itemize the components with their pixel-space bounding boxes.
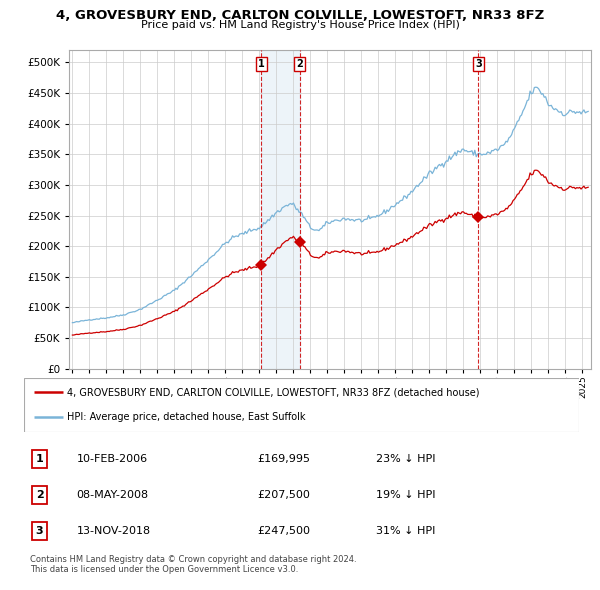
- Text: £169,995: £169,995: [257, 454, 310, 464]
- Text: Price paid vs. HM Land Registry's House Price Index (HPI): Price paid vs. HM Land Registry's House …: [140, 20, 460, 30]
- Bar: [262, 50, 299, 369]
- Text: 1: 1: [258, 59, 265, 69]
- Text: 10-FEB-2006: 10-FEB-2006: [77, 454, 148, 464]
- Text: 23% ↓ HPI: 23% ↓ HPI: [376, 454, 436, 464]
- Text: 19% ↓ HPI: 19% ↓ HPI: [376, 490, 436, 500]
- Text: £207,500: £207,500: [257, 490, 310, 500]
- Text: 1: 1: [35, 454, 43, 464]
- Text: 3: 3: [475, 59, 482, 69]
- Text: 13-NOV-2018: 13-NOV-2018: [77, 526, 151, 536]
- Text: 4, GROVESBURY END, CARLTON COLVILLE, LOWESTOFT, NR33 8FZ (detached house): 4, GROVESBURY END, CARLTON COLVILLE, LOW…: [67, 387, 480, 397]
- Text: Contains HM Land Registry data © Crown copyright and database right 2024.: Contains HM Land Registry data © Crown c…: [30, 555, 356, 563]
- Text: 4, GROVESBURY END, CARLTON COLVILLE, LOWESTOFT, NR33 8FZ: 4, GROVESBURY END, CARLTON COLVILLE, LOW…: [56, 9, 544, 22]
- Text: 3: 3: [36, 526, 43, 536]
- Text: HPI: Average price, detached house, East Suffolk: HPI: Average price, detached house, East…: [67, 412, 306, 422]
- Text: 2: 2: [296, 59, 303, 69]
- Text: £247,500: £247,500: [257, 526, 310, 536]
- Text: 31% ↓ HPI: 31% ↓ HPI: [376, 526, 436, 536]
- Text: This data is licensed under the Open Government Licence v3.0.: This data is licensed under the Open Gov…: [30, 565, 298, 573]
- Text: 08-MAY-2008: 08-MAY-2008: [77, 490, 149, 500]
- Text: 2: 2: [35, 490, 43, 500]
